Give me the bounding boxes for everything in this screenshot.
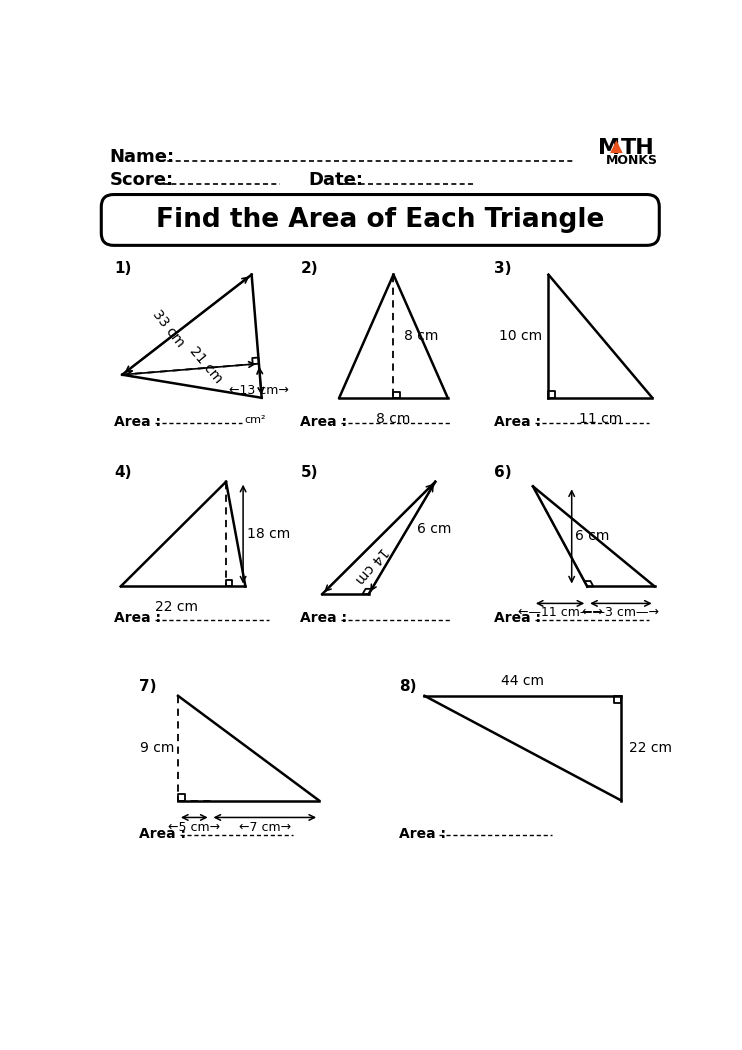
Text: Score:: Score: — [110, 171, 174, 189]
Text: 2): 2) — [301, 260, 318, 276]
Text: ←5 cm→: ←5 cm→ — [168, 820, 220, 834]
Text: 11 cm: 11 cm — [579, 412, 622, 425]
Text: 22 cm: 22 cm — [155, 601, 198, 614]
Text: Area :: Area : — [399, 826, 446, 841]
Text: Find the Area of Each Triangle: Find the Area of Each Triangle — [156, 207, 605, 233]
Text: 33 cm: 33 cm — [150, 308, 187, 350]
Text: 3): 3) — [494, 260, 512, 276]
Text: MONKS: MONKS — [605, 154, 658, 168]
Text: 4): 4) — [114, 465, 132, 480]
Text: 9 cm: 9 cm — [139, 741, 174, 755]
Text: Area :: Area : — [114, 415, 162, 428]
Text: Area :: Area : — [139, 826, 186, 841]
Text: ←7 cm→: ←7 cm→ — [239, 820, 291, 834]
Text: ←—3 cm—→: ←—3 cm—→ — [582, 607, 660, 620]
Text: Area :: Area : — [494, 611, 541, 625]
Text: 14 cm: 14 cm — [352, 544, 390, 586]
Text: 1): 1) — [114, 260, 132, 276]
Text: Area :: Area : — [301, 415, 347, 428]
FancyBboxPatch shape — [101, 194, 660, 246]
Text: 8): 8) — [399, 679, 416, 694]
Text: cm²: cm² — [244, 415, 266, 425]
Text: Area :: Area : — [301, 611, 347, 625]
Text: Date:: Date: — [308, 171, 363, 189]
Text: Area :: Area : — [494, 415, 541, 428]
Text: 21 cm: 21 cm — [187, 343, 226, 385]
Text: 7): 7) — [139, 679, 157, 694]
Text: Area :: Area : — [114, 611, 162, 625]
Text: 22 cm: 22 cm — [629, 741, 672, 755]
Text: 8 cm: 8 cm — [376, 412, 410, 425]
Text: 6 cm: 6 cm — [575, 529, 609, 544]
Text: TH: TH — [621, 138, 655, 158]
Text: 6 cm: 6 cm — [418, 522, 452, 536]
Text: 5): 5) — [301, 465, 318, 480]
Text: M: M — [598, 138, 620, 158]
Text: ▲: ▲ — [611, 139, 623, 156]
Text: ←13 cm→: ←13 cm→ — [229, 384, 289, 397]
Text: ←—11 cm—→: ←—11 cm—→ — [518, 607, 603, 620]
Text: 6): 6) — [494, 465, 512, 480]
Text: 44 cm: 44 cm — [502, 674, 545, 688]
Text: 8 cm: 8 cm — [404, 330, 439, 343]
Text: Name:: Name: — [110, 148, 175, 166]
Text: 10 cm: 10 cm — [499, 330, 542, 343]
Text: 18 cm: 18 cm — [247, 527, 290, 541]
